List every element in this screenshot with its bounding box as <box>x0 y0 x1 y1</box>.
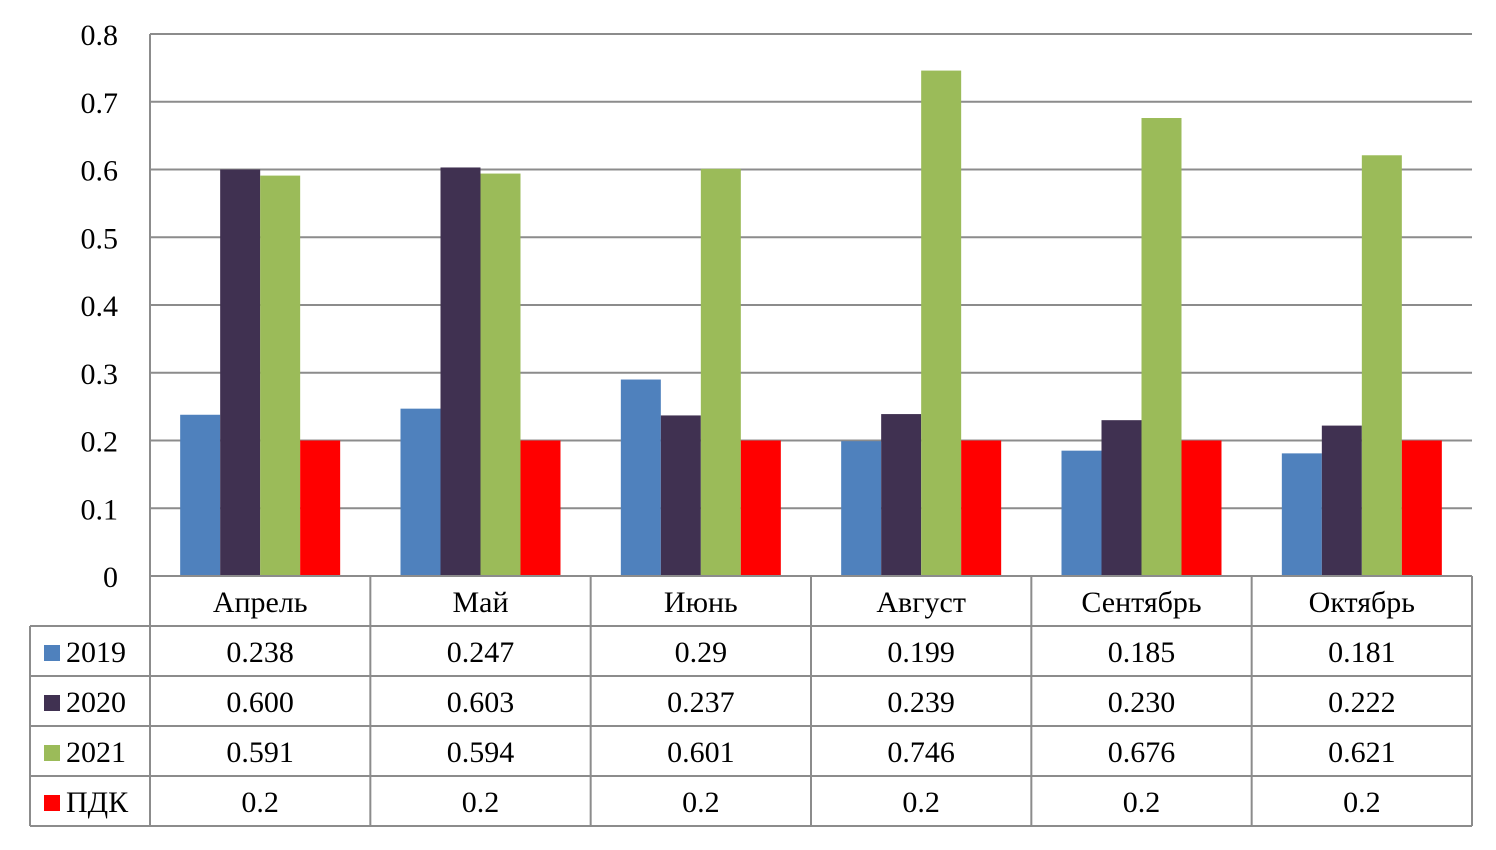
table-cell-value: 0.199 <box>887 636 955 669</box>
table-cell-value: 0.601 <box>667 736 735 769</box>
legend-key-ПДК <box>44 795 60 811</box>
bar-ПДК-3 <box>961 440 1002 576</box>
legend-label: 2019 <box>66 636 126 669</box>
bar-2020-4 <box>1101 420 1142 576</box>
table-cell-value: 0.600 <box>226 686 294 719</box>
bar-2021-4 <box>1141 118 1182 576</box>
y-tick-label: 0.4 <box>81 290 119 323</box>
bar-2020-1 <box>440 167 481 576</box>
bar-2021-2 <box>700 168 741 576</box>
category-label: Июнь <box>664 586 738 619</box>
table-cell-value: 0.237 <box>667 686 735 719</box>
bar-2019-1 <box>400 408 441 576</box>
bar-2019-3 <box>841 441 882 576</box>
table-cell-value: 0.2 <box>1123 786 1161 819</box>
bar-2020-3 <box>881 414 922 576</box>
category-label: Май <box>452 586 508 619</box>
y-tick-label: 0.5 <box>81 222 119 255</box>
bar-2020-2 <box>660 415 701 576</box>
bar-ПДК-4 <box>1181 440 1222 576</box>
table-cell-value: 0.222 <box>1328 686 1396 719</box>
legend-key-2019 <box>44 645 60 661</box>
table-cell-value: 0.181 <box>1328 636 1396 669</box>
legend-key-2021 <box>44 745 60 761</box>
table-cell-value: 0.239 <box>887 686 955 719</box>
table-cell-value: 0.230 <box>1108 686 1176 719</box>
bar-ПДК-2 <box>740 440 781 576</box>
bar-2020-5 <box>1321 425 1362 576</box>
bar-2021-5 <box>1361 155 1402 576</box>
y-tick-label: 0.3 <box>81 358 119 391</box>
legend-label: 2020 <box>66 686 126 719</box>
bar-ПДК-5 <box>1401 440 1442 576</box>
table-cell-value: 0.591 <box>226 736 294 769</box>
category-label: Август <box>876 586 966 619</box>
bar-2021-3 <box>921 70 962 577</box>
table-cell-value: 0.185 <box>1108 636 1176 669</box>
table-cell-value: 0.2 <box>902 786 940 819</box>
y-tick-label: 0.2 <box>81 426 119 459</box>
table-cell-value: 0.247 <box>447 636 515 669</box>
legend-label: ПДК <box>66 786 129 819</box>
table-cell-value: 0.621 <box>1328 736 1396 769</box>
y-tick-label: 0.1 <box>81 493 119 526</box>
bar-2019-0 <box>180 414 221 576</box>
y-tick-label: 0 <box>103 561 118 594</box>
category-label: Октябрь <box>1309 586 1415 619</box>
table-cell-value: 0.2 <box>241 786 279 819</box>
category-label: Апрель <box>213 586 308 619</box>
bar-2020-0 <box>220 169 261 576</box>
table-cell-value: 0.676 <box>1108 736 1176 769</box>
table-cell-value: 0.238 <box>226 636 294 669</box>
bar-2019-5 <box>1281 453 1322 576</box>
y-tick-label: 0.7 <box>81 87 119 120</box>
bar-ПДК-0 <box>300 440 341 576</box>
table-cell-value: 0.594 <box>447 736 515 769</box>
legend-key-2020 <box>44 695 60 711</box>
bar-ПДК-1 <box>520 440 561 576</box>
table-cell-value: 0.746 <box>887 736 955 769</box>
table-cell-value: 0.2 <box>1343 786 1381 819</box>
bar-2021-0 <box>260 175 301 576</box>
bar-2019-4 <box>1061 450 1102 576</box>
y-tick-label: 0.6 <box>81 155 119 188</box>
y-tick-label: 0.8 <box>81 19 119 52</box>
bar-2019-2 <box>620 379 661 576</box>
bar-2021-1 <box>480 173 521 576</box>
table-cell-value: 0.29 <box>675 636 728 669</box>
table-cell-value: 0.2 <box>462 786 500 819</box>
table-cell-value: 0.2 <box>682 786 720 819</box>
legend-label: 2021 <box>66 736 126 769</box>
category-label: Сентябрь <box>1081 586 1201 619</box>
table-cell-value: 0.603 <box>447 686 515 719</box>
